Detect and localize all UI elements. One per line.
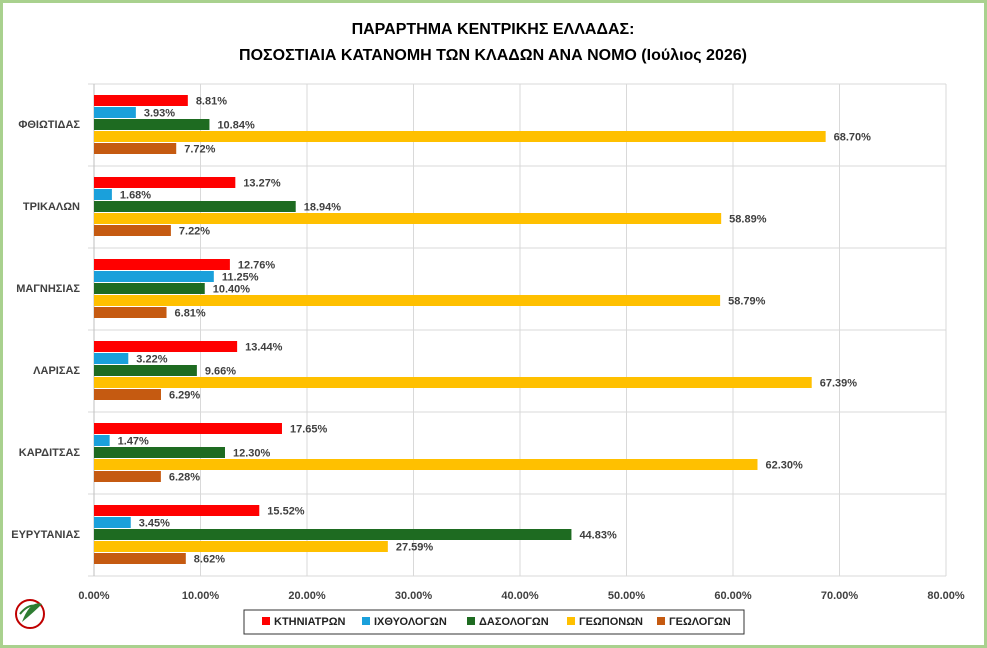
bar [94, 529, 572, 540]
value-label: 17.65% [290, 423, 328, 435]
value-label: 13.27% [243, 177, 281, 189]
value-label: 27.59% [396, 541, 434, 553]
value-label: 6.28% [169, 471, 200, 483]
y-tick-label: ΕΥΡΥΤΑΝΙΑΣ [11, 529, 80, 541]
value-label: 13.44% [245, 341, 283, 353]
x-tick-label: 0.00% [78, 590, 109, 602]
legend-label: ΚΤΗΝΙΑΤΡΩΝ [274, 616, 346, 628]
bar [94, 189, 112, 200]
value-label: 3.45% [139, 517, 170, 529]
bar [94, 435, 110, 446]
legend-swatch [657, 617, 665, 625]
bar [94, 365, 197, 376]
value-label: 7.72% [184, 143, 215, 155]
bar [94, 471, 161, 482]
bar [94, 517, 131, 528]
y-tick-label: ΤΡΙΚΑΛΩΝ [23, 201, 80, 213]
bar [94, 107, 136, 118]
x-tick-label: 30.00% [395, 590, 433, 602]
bar [94, 459, 758, 470]
legend-label: ΓΕΩΠΟΝΩΝ [579, 616, 643, 628]
value-label: 3.22% [136, 353, 167, 365]
value-label: 67.39% [820, 377, 858, 389]
chart-title: ΠΟΣΟΣΤΙΑΙΑ ΚΑΤΑΝΟΜΗ ΤΩΝ ΚΛΑΔΩΝ ΑΝΑ ΝΟΜΟ … [239, 47, 747, 64]
value-label: 1.68% [120, 189, 151, 201]
legend-label: ΓΕΩΛΟΓΩΝ [669, 616, 731, 628]
value-label: 6.81% [175, 307, 206, 319]
value-label: 9.66% [205, 365, 236, 377]
value-label: 44.83% [579, 529, 617, 541]
bar [94, 341, 238, 352]
legend-label: ΔΑΣΟΛΟΓΩΝ [479, 616, 549, 628]
value-label: 8.81% [196, 95, 227, 107]
bar [94, 201, 296, 212]
logo [15, 599, 45, 629]
value-label: 62.30% [765, 459, 803, 471]
value-label: 1.47% [118, 435, 149, 447]
bar [94, 225, 171, 236]
value-label: 8.62% [194, 553, 225, 565]
bar [94, 283, 205, 294]
x-tick-label: 70.00% [821, 590, 859, 602]
y-tick-label: ΚΑΡΔΙΤΣΑΣ [19, 447, 81, 459]
bar [94, 131, 826, 142]
value-label: 10.40% [213, 283, 251, 295]
value-label: 58.89% [729, 213, 767, 225]
bar [94, 553, 186, 564]
bar [94, 213, 722, 224]
x-tick-label: 80.00% [927, 590, 965, 602]
legend-swatch [362, 617, 370, 625]
bar [94, 143, 177, 154]
x-tick-label: 60.00% [714, 590, 752, 602]
legend-swatch [467, 617, 475, 625]
legend-label: ΙΧΘΥΟΛΟΓΩΝ [374, 616, 447, 628]
value-label: 68.70% [834, 131, 872, 143]
value-label: 12.76% [238, 259, 276, 271]
bar [94, 259, 230, 270]
bar [94, 505, 260, 516]
x-tick-label: 20.00% [288, 590, 326, 602]
value-label: 15.52% [267, 505, 305, 517]
bar [94, 177, 236, 188]
x-tick-label: 50.00% [608, 590, 646, 602]
x-tick-label: 10.00% [182, 590, 220, 602]
bar [94, 541, 388, 552]
value-label: 12.30% [233, 447, 271, 459]
legend-swatch [567, 617, 575, 625]
bar [94, 295, 721, 306]
value-label: 11.25% [222, 271, 259, 283]
value-label: 7.22% [179, 225, 210, 237]
bar [94, 447, 225, 458]
y-tick-label: ΛΑΡΙΣΑΣ [33, 365, 80, 377]
value-label: 3.93% [144, 107, 175, 119]
x-tick-label: 40.00% [501, 590, 539, 602]
value-label: 58.79% [728, 295, 766, 307]
y-tick-label: ΜΑΓΝΗΣΙΑΣ [16, 283, 80, 295]
bar [94, 119, 210, 130]
y-tick-label: ΦΘΙΩΤΙΔΑΣ [18, 119, 80, 131]
value-label: 10.84% [217, 119, 255, 131]
bar [94, 423, 282, 434]
bar [94, 95, 188, 106]
value-label: 6.29% [169, 389, 200, 401]
chart-title: ΠΑΡΑΡΤΗΜΑ ΚΕΝΤΡΙΚΗΣ ΕΛΛΑΔΑΣ: [352, 21, 635, 38]
legend-swatch [262, 617, 270, 625]
bar [94, 353, 129, 364]
bar [94, 377, 812, 388]
bar [94, 307, 167, 318]
bar [94, 271, 214, 282]
bar [94, 389, 161, 400]
value-label: 18.94% [304, 201, 342, 213]
